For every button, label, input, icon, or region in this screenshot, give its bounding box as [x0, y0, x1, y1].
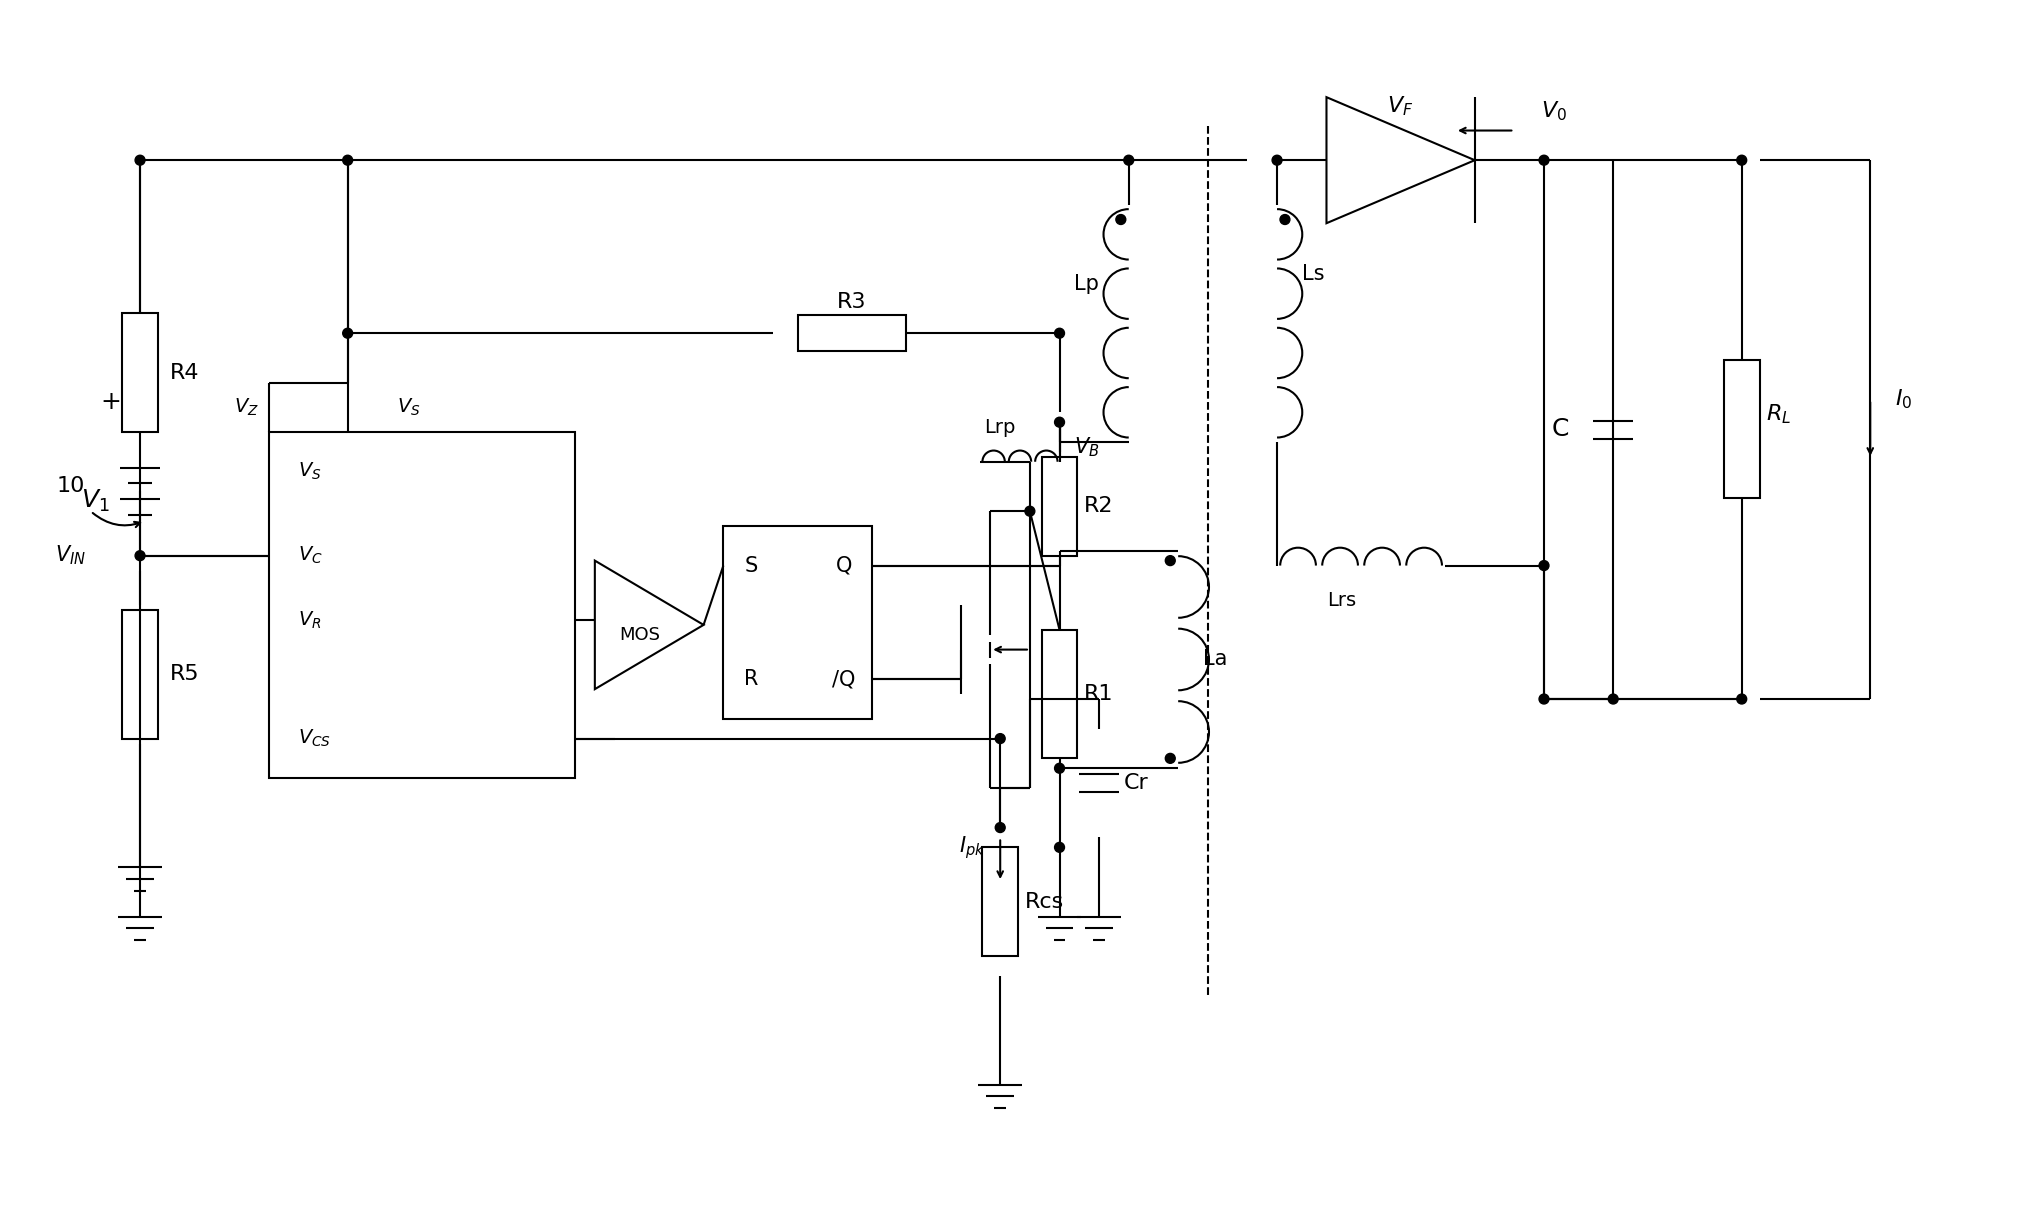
Bar [269, 433, 574, 778]
Text: $I_{pk}$: $I_{pk}$ [959, 834, 986, 860]
Circle shape [134, 155, 145, 165]
Bar [723, 526, 872, 719]
Text: R: R [744, 670, 758, 689]
Text: R1: R1 [1084, 685, 1114, 704]
Text: $V_1$: $V_1$ [81, 488, 110, 515]
Text: $V_S$: $V_S$ [397, 397, 422, 418]
Text: Ls: Ls [1302, 264, 1324, 284]
Text: $V_F$: $V_F$ [1387, 93, 1414, 118]
Circle shape [1540, 560, 1548, 570]
Circle shape [1116, 215, 1126, 225]
Text: R2: R2 [1084, 497, 1114, 516]
Circle shape [1025, 506, 1035, 516]
Text: La: La [1204, 649, 1226, 670]
Text: S: S [744, 556, 758, 575]
Text: $V_Z$: $V_Z$ [234, 397, 259, 418]
Circle shape [996, 822, 1004, 832]
Bar [982, 847, 1018, 956]
Circle shape [1055, 763, 1065, 773]
Text: Q: Q [835, 556, 851, 575]
Bar [799, 316, 906, 351]
Circle shape [1055, 328, 1065, 338]
Circle shape [1540, 694, 1548, 704]
Text: +: + [100, 391, 120, 414]
Text: MOS: MOS [619, 626, 660, 644]
Circle shape [996, 734, 1004, 744]
Circle shape [1279, 215, 1289, 225]
Text: /Q: /Q [833, 670, 856, 689]
Text: Lrs: Lrs [1326, 591, 1357, 610]
Circle shape [1165, 556, 1175, 565]
Circle shape [342, 155, 352, 165]
Circle shape [1609, 694, 1617, 704]
Text: $V_{IN}$: $V_{IN}$ [55, 544, 86, 568]
Bar [1041, 457, 1078, 556]
Circle shape [1738, 694, 1746, 704]
Text: $V_C$: $V_C$ [297, 544, 324, 567]
Circle shape [1124, 155, 1135, 165]
Text: Cr: Cr [1124, 773, 1149, 793]
Circle shape [1540, 155, 1548, 165]
Bar [1041, 629, 1078, 758]
Text: R5: R5 [169, 665, 200, 685]
Circle shape [342, 328, 352, 338]
Text: Lrp: Lrp [984, 418, 1016, 436]
Text: $V_B$: $V_B$ [1073, 435, 1100, 458]
Text: $V_{CS}$: $V_{CS}$ [297, 728, 332, 750]
Text: $V_S$: $V_S$ [297, 461, 322, 482]
Bar [122, 610, 157, 739]
Text: Lp: Lp [1073, 274, 1100, 294]
Text: R3: R3 [837, 291, 866, 312]
Text: C: C [1552, 417, 1568, 441]
Bar [122, 313, 157, 433]
Text: $V_R$: $V_R$ [297, 610, 322, 630]
Circle shape [1271, 155, 1281, 165]
Circle shape [1055, 842, 1065, 852]
Circle shape [134, 551, 145, 560]
Text: $R_L$: $R_L$ [1766, 402, 1793, 426]
Text: Rcs: Rcs [1025, 892, 1063, 912]
Circle shape [1738, 155, 1746, 165]
Circle shape [1165, 753, 1175, 763]
Text: 10: 10 [57, 477, 86, 497]
Text: R4: R4 [169, 363, 200, 382]
Text: $I_0$: $I_0$ [1894, 387, 1913, 412]
Bar [1723, 360, 1760, 498]
Text: $V_0$: $V_0$ [1540, 100, 1566, 123]
Circle shape [1055, 418, 1065, 428]
